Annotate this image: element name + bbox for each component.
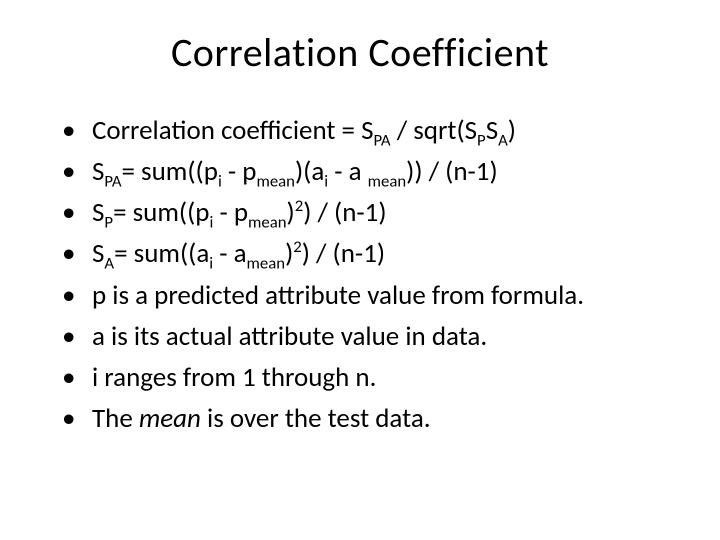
list-item: i ranges from 1 through n. [62, 358, 680, 397]
list-item: SP= sum((pi - pmean)2) / (n-1) [62, 193, 680, 232]
list-item: Correlation coefficient = SPA / sqrt(SPS… [62, 111, 680, 150]
list-item: SA= sum((ai - amean)2) / (n-1) [62, 234, 680, 273]
bullet-list: Correlation coefficient = SPA / sqrt(SPS… [40, 111, 680, 438]
list-item: p is a predicted attribute value from fo… [62, 276, 680, 315]
list-item: The mean is over the test data. [62, 399, 680, 438]
slide-title: Correlation Coefficient [40, 28, 680, 77]
list-item: SPA= sum((pi - pmean)(ai - a mean)) / (n… [62, 152, 680, 191]
list-item: a is its actual attribute value in data. [62, 317, 680, 356]
